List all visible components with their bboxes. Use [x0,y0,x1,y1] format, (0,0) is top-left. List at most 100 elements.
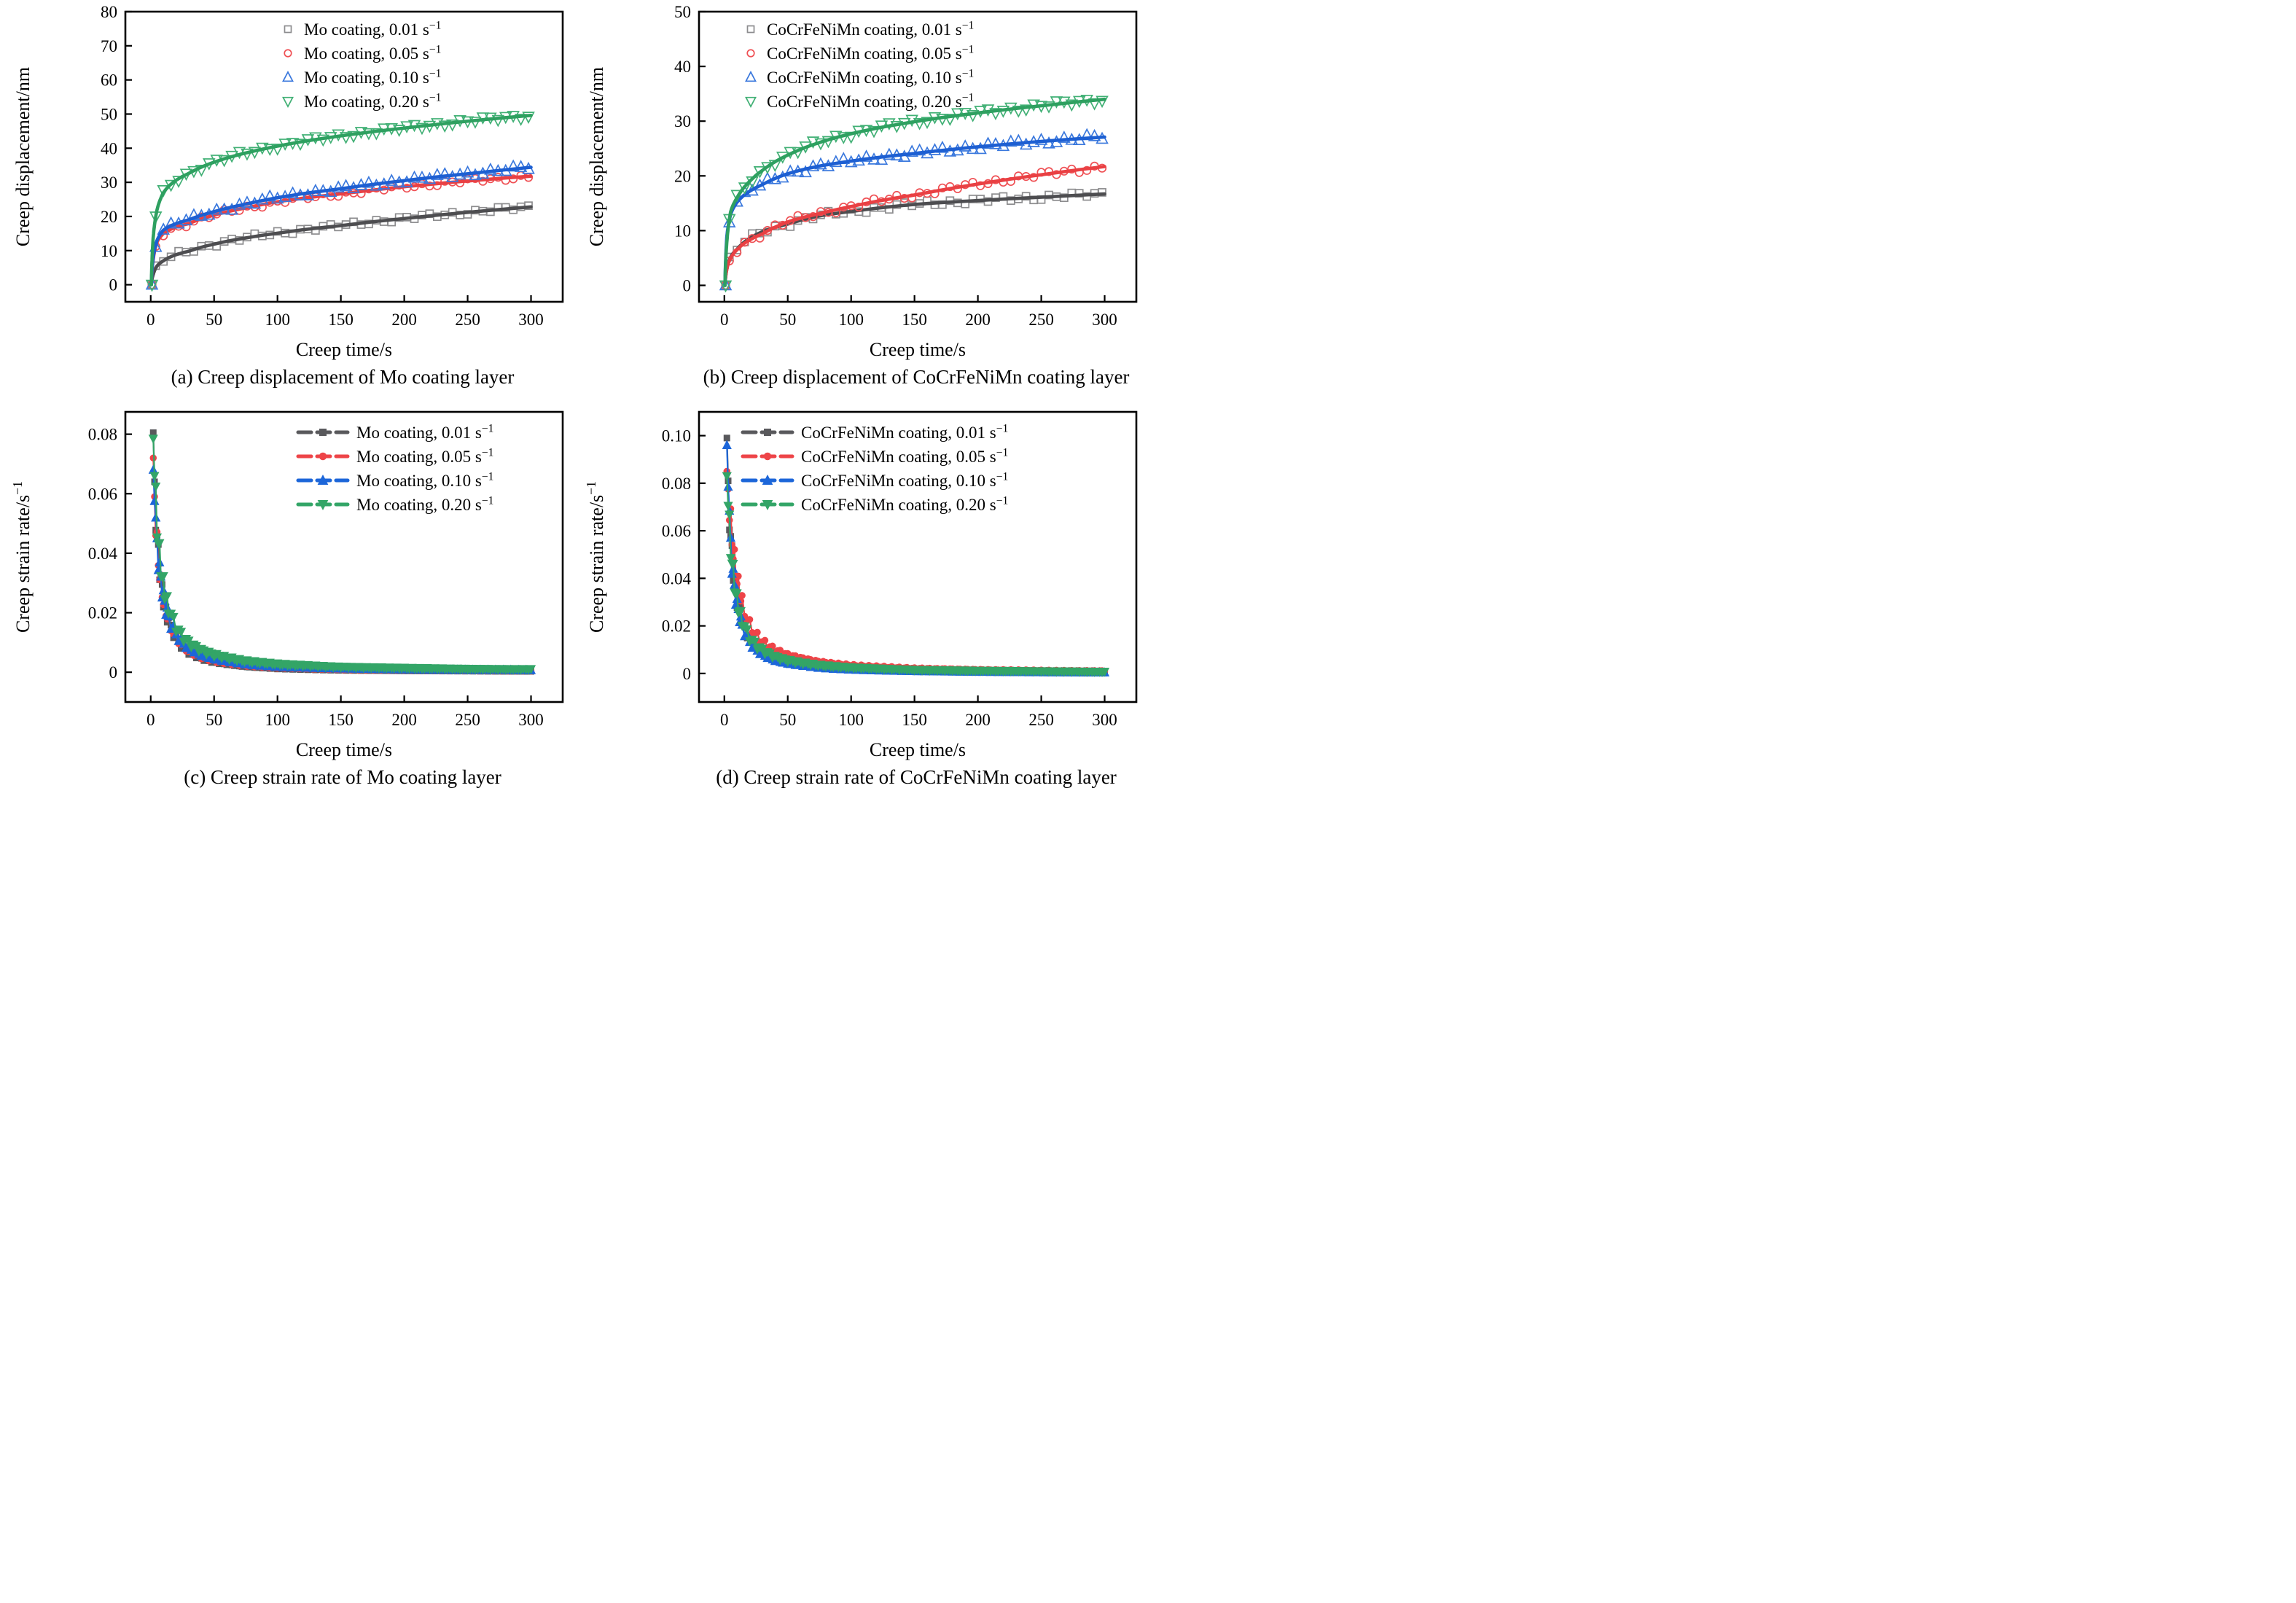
triangle-up-marker [145,277,159,290]
x-tick-label: 300 [518,311,544,329]
series-c-0 [149,429,535,675]
circle-marker [738,592,746,599]
legend: CoCrFeNiMn coating, 0.01 s−1 CoCrFeNiMn c… [741,422,1008,514]
x-tick-label: 100 [838,711,864,729]
circle-marker [730,545,738,553]
triangle-up-marker [1012,133,1026,147]
x-axis-title: Creep time/s [296,739,392,760]
y-tick-label: 0.10 [662,427,691,445]
triangle-up-marker [164,216,178,229]
triangle-down-marker [158,572,168,582]
square-marker [1098,188,1106,197]
triangle-up-marker [514,160,528,172]
y-tick-label: 0.02 [88,604,117,623]
triangle-up-marker [958,139,972,152]
panel-d: 0 50 100 150 200 250 300 0 0.02 0.04 0.06 0.08 0.10 C… [574,400,1147,800]
y-axis-title: Creep strain rate/s−1 [10,481,34,633]
triangle-down-marker [913,117,926,130]
triangle-down-marker [989,108,1002,120]
y-tick-label: 10 [674,222,691,240]
triangle-up-marker [859,149,873,162]
legend-label: Mo coating, 0.05 s−1 [356,446,493,466]
triangle-down-marker [732,589,742,598]
series-group [145,111,535,292]
panel-d-caption: (d) Creep strain rate of CoCrFeNiMn coat… [716,766,1117,788]
x-tick-label: 250 [455,711,480,729]
y-tick-label: 0 [109,276,118,295]
panel-a-chart: 0 50 100 150 200 250 300 0 10 20 30 40 50 60 70 80 Creep… [12,3,564,360]
x-axis-title: Creep time/s [296,339,392,360]
triangle-down-marker [347,130,360,144]
series-d-3 [722,472,1110,677]
triangle-up-marker [1034,133,1048,145]
x-tick-label: 200 [965,711,991,729]
plot-frame [124,410,564,703]
triangle-up-marker [799,165,812,178]
x-tick-label: 50 [206,311,222,329]
y-tick-label: 50 [101,105,117,123]
triangle-down-marker [1065,99,1079,112]
triangle-up-marker [936,140,949,153]
panel-c: 0 50 100 150 200 250 300 0 0.02 0.04 0.06 0.08 Creep… [0,400,574,800]
x-tick-label: 250 [455,311,480,329]
triangle-down-marker [155,539,165,549]
x-tick-label: 300 [1092,711,1117,729]
y-tick-label: 0 [683,665,692,683]
triangle-down-marker [723,502,733,512]
legend-label: Mo coating, 0.10 s−1 [304,67,441,87]
x-tick-label: 200 [965,311,991,329]
triangle-down-marker [339,132,353,144]
triangle-up-marker [484,162,497,175]
y-tick-label: 0.06 [88,485,117,503]
y-axis-title: Creep displacement/nm [586,67,607,246]
triangle-up-marker [282,70,294,82]
x-tick-label: 0 [720,311,729,329]
x-axis: 0 50 100 150 200 250 300 [147,695,544,729]
x-tick-label: 50 [206,711,222,729]
x-axis-title: Creep time/s [870,339,966,360]
triangle-up-marker [385,173,398,186]
legend-label: CoCrFeNiMn coating, 0.20 s−1 [801,494,1008,514]
x-tick-label: 300 [1092,311,1117,329]
triangle-up-marker [438,167,452,179]
legend-label: CoCrFeNiMn coating, 0.05 s−1 [767,43,974,63]
y-tick-label: 10 [101,242,117,260]
triangle-down-marker [1050,96,1063,109]
series-line [152,458,531,672]
triangle-down-marker [725,510,735,520]
triangle-up-marker [1058,130,1071,143]
triangle-up-marker [722,440,732,449]
x-tick-label: 50 [779,311,796,329]
triangle-down-marker [742,625,752,635]
y-axis-title: Creep strain rate/s−1 [584,481,607,633]
triangle-down-marker [151,483,161,492]
circle-marker [735,572,742,580]
triangle-down-marker [1096,95,1109,109]
triangle-down-marker [317,500,329,511]
legend-label: Mo coating, 0.20 s−1 [304,91,441,111]
triangle-down-marker [176,628,187,637]
legend-label: CoCrFeNiMn coating, 0.05 s−1 [801,446,1008,466]
x-axis-title: Creep time/s [870,739,966,760]
triangle-up-marker [431,168,444,180]
triangle-down-marker [191,641,201,652]
triangle-down-marker [921,117,934,130]
y-tick-label: 0.08 [88,426,117,444]
legend-label: CoCrFeNiMn coating, 0.10 s−1 [767,67,974,87]
y-tick-label: 50 [674,3,691,21]
triangle-down-marker [966,109,980,122]
triangle-up-marker [461,165,475,178]
panel-b-caption: (b) Creep displacement of CoCrFeNiMn coa… [703,366,1130,388]
y-tick-label: 0 [683,276,692,295]
y-tick-label: 0.08 [662,475,691,493]
series-group [722,434,1110,677]
triangle-down-marker [867,125,880,139]
x-axis: 0 50 100 150 200 250 300 [720,295,1117,329]
triangle-up-marker [332,180,345,193]
y-tick-label: 70 [101,37,117,55]
series-line [152,432,531,673]
x-tick-label: 150 [902,711,927,729]
plot-frame [124,10,564,303]
x-tick-label: 150 [328,311,354,329]
plot-frame [698,10,1138,303]
